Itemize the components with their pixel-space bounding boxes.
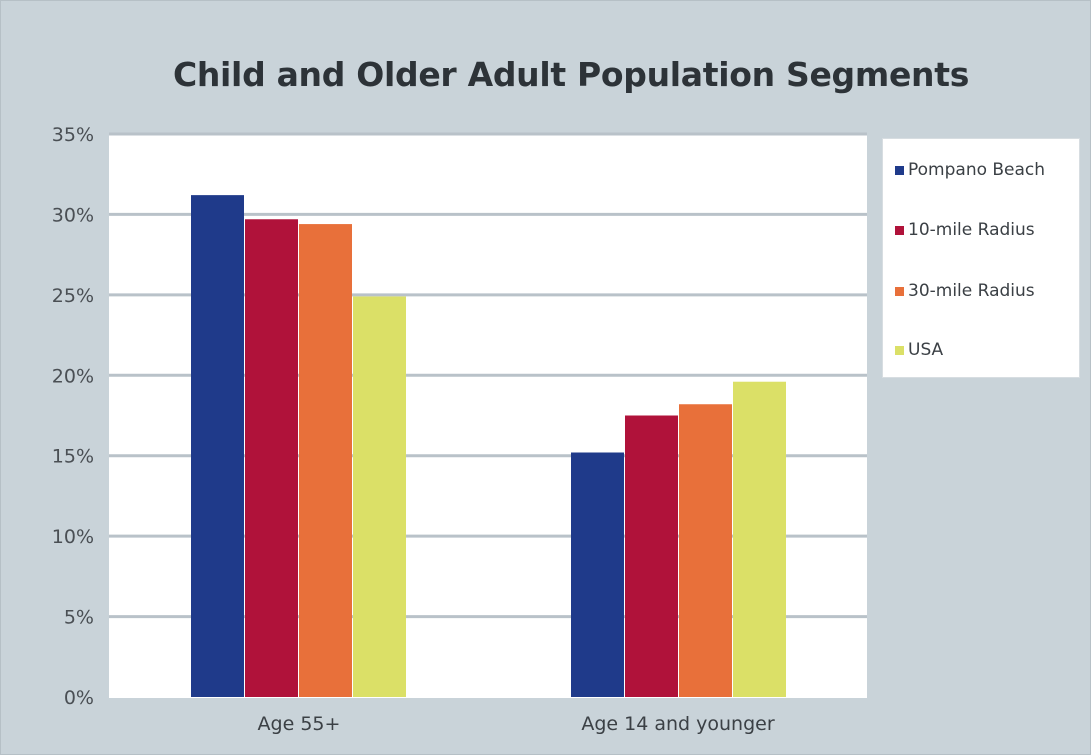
- bars: [191, 195, 786, 698]
- legend-label-10-mile-radius: 10-mile Radius: [908, 220, 1035, 240]
- legend-label-30-mile-radius: 30-mile Radius: [908, 281, 1035, 301]
- y-axis-ticks: 0% 5% 10% 15% 20% 25% 30% 35%: [52, 124, 94, 709]
- legend-item-pompano-beach: Pompano Beach: [895, 160, 1045, 180]
- y-tick-label: 25%: [52, 285, 94, 307]
- bar-10-mile-radius-age-55: [245, 219, 298, 698]
- bar-30-mile-radius-age-55: [299, 224, 352, 697]
- legend-swatch-usa: [895, 345, 904, 355]
- y-tick-label: 0%: [64, 687, 94, 709]
- y-tick-label: 10%: [52, 526, 94, 548]
- bar-usa-age-55: [353, 296, 406, 697]
- legend-swatch-30-mile-radius: [895, 286, 904, 296]
- bar-pompano-beach-age-55: [191, 195, 244, 697]
- x-category-label: Age 14 and younger: [581, 713, 774, 735]
- bar-10-mile-radius-age-14-and-younger: [625, 415, 678, 697]
- legend: Pompano Beach 10-mile Radius 30-mile Rad…: [882, 138, 1080, 378]
- legend-swatch-10-mile-radius: [895, 225, 904, 235]
- y-tick-label: 15%: [52, 446, 94, 468]
- legend-label-pompano-beach: Pompano Beach: [908, 160, 1046, 180]
- bar-usa-age-14-and-younger: [733, 381, 786, 697]
- legend-item-30-mile-radius: 30-mile Radius: [895, 281, 1035, 301]
- y-tick-label: 30%: [52, 204, 94, 226]
- legend-item-10-mile-radius: 10-mile Radius: [895, 220, 1035, 240]
- legend-label-usa: USA: [908, 340, 944, 360]
- bar-pompano-beach-age-14-and-younger: [571, 452, 624, 697]
- legend-item-usa: USA: [895, 340, 943, 360]
- y-tick-label: 20%: [52, 365, 94, 387]
- bar-30-mile-radius-age-14-and-younger: [679, 404, 732, 697]
- y-tick-label: 5%: [64, 607, 94, 629]
- y-tick-label: 35%: [52, 124, 94, 146]
- chart-title: Child and Older Adult Population Segment…: [172, 55, 970, 94]
- x-category-label: Age 55+: [258, 713, 341, 735]
- x-axis-categories: Age 55+ Age 14 and younger: [258, 713, 775, 735]
- legend-swatch-pompano-beach: [895, 165, 904, 175]
